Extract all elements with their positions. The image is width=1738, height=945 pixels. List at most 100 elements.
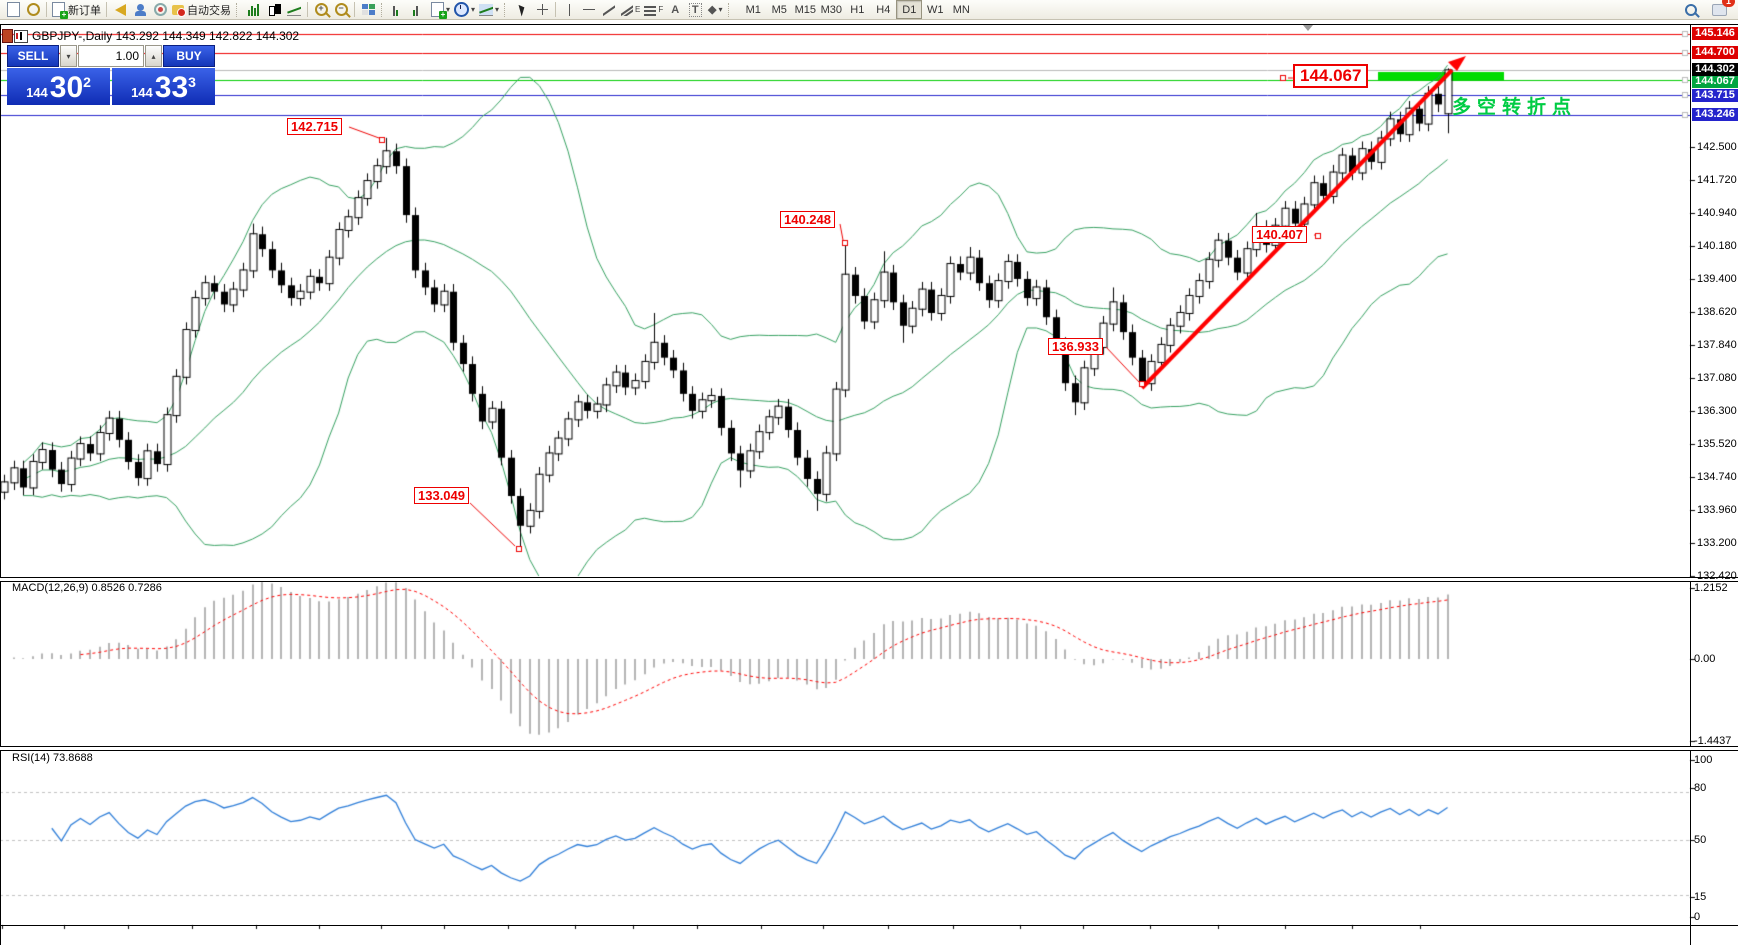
notification-badge: 1 [1722,0,1735,7]
candlestick-mode-button[interactable] [264,1,284,18]
search-button[interactable] [1681,1,1701,18]
ask-quote[interactable]: 144 33 3 [112,68,215,105]
hline-tool-button[interactable] [579,1,599,18]
rsi-axis-tick: 50 [1694,834,1707,846]
indicators-icon: + [431,2,447,19]
order-doc-icon: + [52,2,68,19]
metaeditor-button[interactable] [110,1,130,18]
market-watch-button[interactable] [3,1,23,18]
price-label-142715[interactable]: 142.715 [287,118,342,135]
bull-bear-turning-point-note[interactable]: 多空转折点 [1452,97,1578,118]
new-order-button[interactable]: + 新订单 [50,1,103,19]
chart-title: GBPJPY-,Daily 143.292 144.349 142.822 14… [32,29,300,43]
arrows-tool-button[interactable]: ◆ ▾ [708,4,723,16]
price-axis-tick: 135.520 [1697,438,1737,451]
volume-input[interactable] [78,45,144,67]
timeframe-button-d1[interactable]: D1 [896,0,923,19]
bid-main: 30 [49,71,84,104]
auto-scroll-button[interactable] [389,1,409,18]
bid-prefix: 144 [26,85,48,100]
price-label-136933[interactable]: 136.933 [1048,338,1103,355]
ask-sup: 3 [188,74,196,90]
strategy-tester-button[interactable] [130,1,150,18]
line-chart-icon [287,4,301,16]
channel-tool-button[interactable]: E [619,1,642,18]
rsi-pane-splitter[interactable] [0,746,1738,751]
macd-axis-tick: 1.2152 [1694,582,1728,594]
periods-button[interactable]: ▾ [452,1,477,18]
cursor-tool-button[interactable] [512,1,532,18]
text-icon: A [671,3,680,16]
fibonacci-icon [644,4,657,16]
bid-sup: 2 [83,74,91,90]
sell-button[interactable]: SELL [7,45,59,67]
volume-decrease-button[interactable]: ▾ [60,45,77,67]
price-axis-tick: 134.740 [1697,471,1737,484]
price-chip-143246: 143.246 [1692,108,1738,121]
macd-pane-splitter[interactable] [0,577,1738,582]
vline-tool-button[interactable] [559,1,579,18]
price-label-140407[interactable]: 140.407 [1252,226,1307,243]
price-axis-line [1690,24,1691,945]
radio-signal-icon [153,3,167,16]
price-label-140248[interactable]: 140.248 [780,211,835,228]
clock-icon [454,2,470,17]
auto-scroll-icon [392,4,406,16]
label-icon: T [688,2,702,17]
price-chip-144067: 144.067 [1692,75,1738,88]
tile-windows-button[interactable] [358,1,378,18]
chat-bubble-icon [1711,3,1727,16]
price-label-144067[interactable]: 144.067 [1293,64,1369,88]
timeframe-button-m5[interactable]: M5 [771,3,787,16]
chart-left-border [0,24,1,945]
timeframe-button-m30[interactable]: M30 [820,3,842,16]
fibonacci-tool-button[interactable]: F [642,1,665,18]
ask-main: 33 [154,71,189,104]
price-axis-tick: 136.300 [1697,404,1737,417]
price-axis-tick: 138.620 [1697,306,1737,319]
timeframe-button-h1[interactable]: H1 [850,3,865,16]
buy-button[interactable]: BUY [163,45,215,67]
crosshair-tool-button[interactable] [532,1,552,18]
chart-shift-icon [412,4,426,16]
signals-button[interactable] [150,1,170,18]
chart-window-icon [2,29,13,43]
price-chip-144700: 144.700 [1692,46,1738,59]
timeframe-button-h4[interactable]: H4 [876,3,891,16]
price-axis-tick: 140.940 [1697,207,1737,220]
person-icon [134,4,146,16]
data-window-button[interactable] [23,1,43,18]
cursor-icon [518,3,527,16]
chart-shift-button[interactable] [409,1,429,18]
line-chart-mode-button[interactable] [284,1,304,18]
timeframe-button-mn[interactable]: MN [952,3,970,16]
price-axis-tick: 133.960 [1697,504,1737,517]
autotrading-button[interactable]: 自动交易 [170,1,233,18]
timeframe-button-w1[interactable]: W1 [927,3,944,16]
time-axis-line [0,925,1738,926]
text-tool-button[interactable]: A [665,1,685,18]
zoom-out-icon: − [334,3,351,18]
autotrading-label: 自动交易 [187,4,231,17]
timeframe-button-m1[interactable]: M1 [745,3,761,16]
price-axis-tick: 140.180 [1697,239,1737,252]
price-chip-current-bid: 144.302 [1692,63,1738,76]
timeframe-button-m15[interactable]: M15 [794,3,816,16]
label-tool-button[interactable]: T [685,1,705,18]
volume-increase-button[interactable]: ▴ [145,45,162,67]
chart-shift-marker[interactable] [1303,25,1313,31]
crosshair-icon [536,4,548,15]
indicators-button[interactable]: + ▾ [429,1,452,19]
chart-top-border [0,24,1738,25]
bar-chart-mode-button[interactable] [244,1,264,18]
zoom-in-button[interactable]: + [311,1,331,18]
zoom-out-button[interactable]: − [331,1,351,18]
trendline-tool-button[interactable] [599,1,619,18]
price-label-133049[interactable]: 133.049 [414,487,469,504]
price-axis-tick: 141.720 [1697,174,1737,187]
bid-quote[interactable]: 144 30 2 [7,68,110,105]
new-order-label: 新订单 [68,4,101,17]
templates-button[interactable]: ▾ [477,1,501,18]
notifications-button[interactable]: 1 [1709,0,1735,18]
